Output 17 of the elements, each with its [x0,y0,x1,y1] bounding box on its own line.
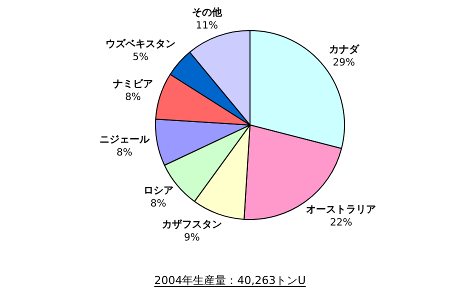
data-label: 9% [184,232,200,244]
data-label: 5% [132,52,149,64]
text: 2004年生産量：40,263トンU [154,274,306,287]
data-label: 8% [125,92,141,103]
slice-label: ニジェール [99,134,150,146]
slice-label: カザフスタン [162,218,222,230]
slice-label: ロシア [143,185,174,196]
data-label: 11% [196,20,218,32]
data-label: 29% [332,58,356,69]
data-label: 8% [150,198,166,210]
data-label: 22% [330,218,352,229]
slice-label: ウズベキスタン [106,38,176,50]
slice-label: その他 [192,6,223,19]
slice-label: オーストラリア [306,204,376,216]
slice-label: カナダ [328,44,360,56]
slice-label: ナミビア [113,78,154,90]
data-label: 8% [116,148,132,159]
